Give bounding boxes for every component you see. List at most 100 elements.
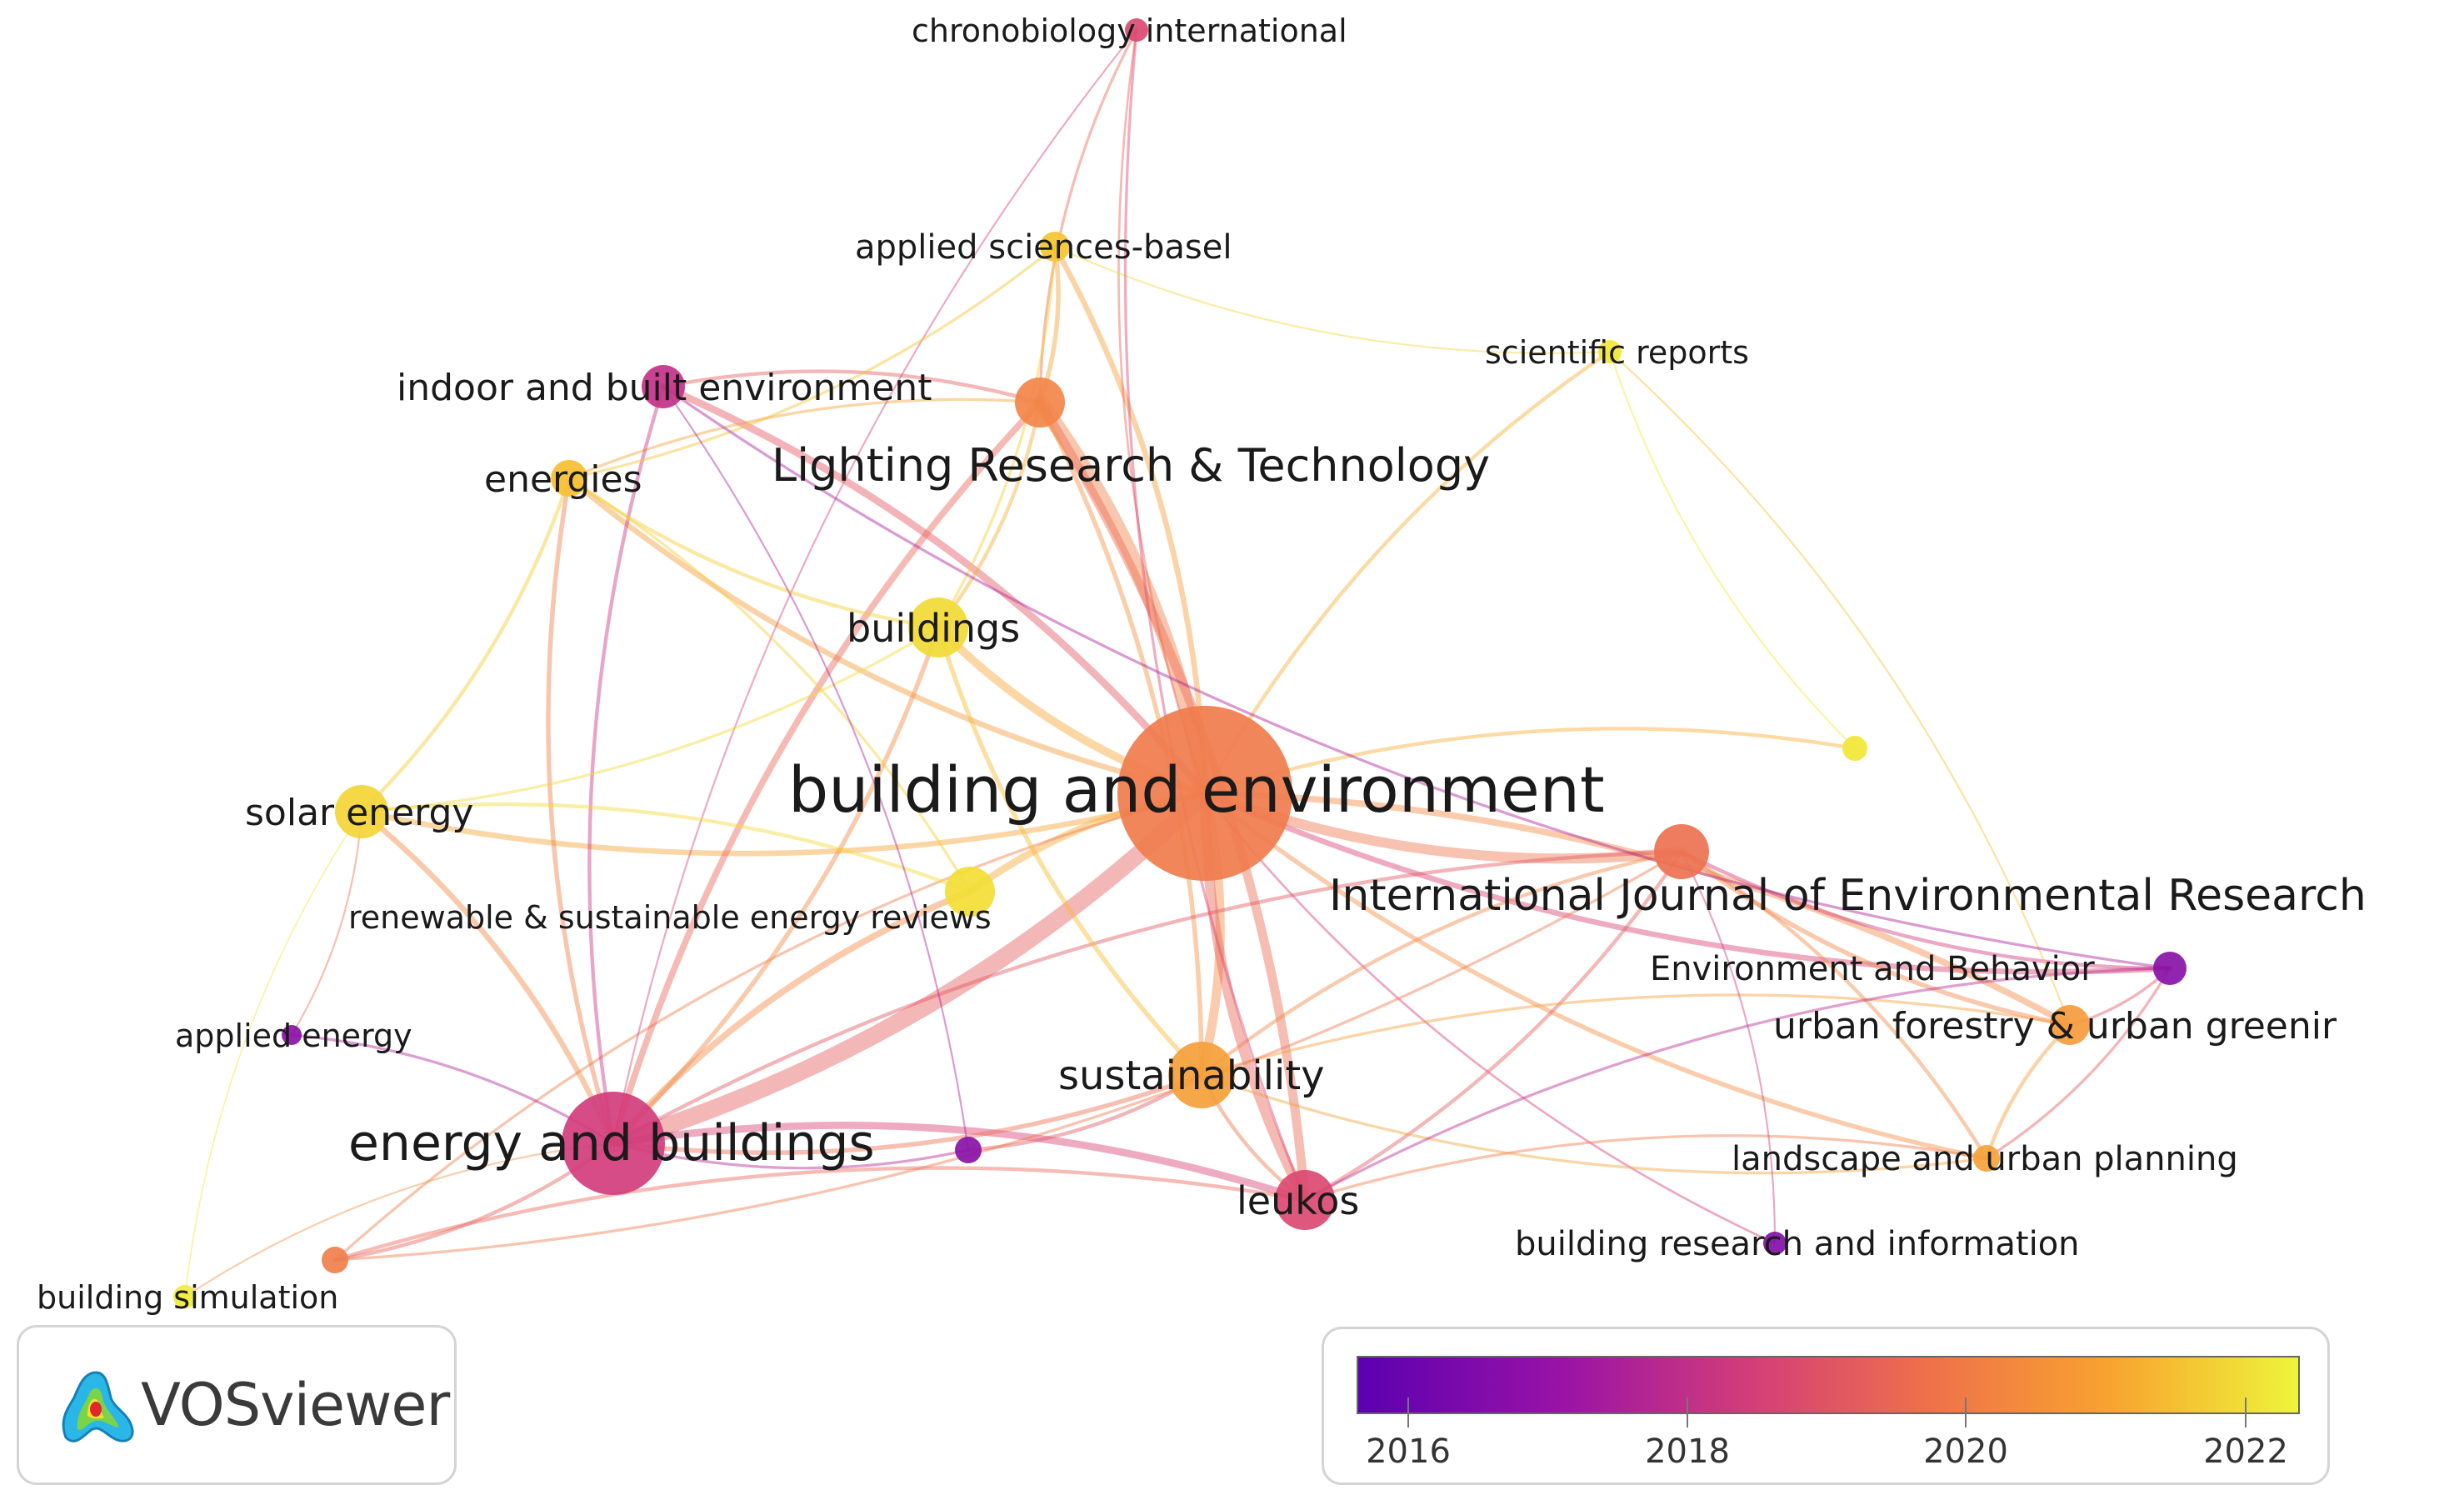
label-urban-forestry-urban-greening: urban forestry & urban greenir [1773,1005,2337,1048]
vosviewer-logo-icon [62,1371,134,1442]
label-chronobiology-international: chronobiology international [912,12,1347,49]
edge-building-and-environment-energies [566,475,1208,797]
edge-building-and-environment-urban-forestry-urban-greening [1202,790,2073,1028]
edge-building-and-environment-energy-and-buildings [604,784,1214,1152]
node-unlabeled-purple[interactable] [955,1137,982,1163]
node-renewable-sustainable-energy-reviews[interactable] [945,867,995,917]
edge-energies-applied-sciences-basel [567,245,1057,480]
edge-environment-and-behavior-landscape-and-urban-planning [1985,967,2172,1160]
edge-energy-and-buildings-renewable-sustainable-energy-reviews [610,888,973,1147]
vosviewer-logo: VOSviewer [17,1325,457,1485]
edge-energies-renewable-sustainable-energy-reviews [567,477,972,893]
edge-building-simulation-solar-energy [184,811,362,1298]
edge-energy-and-buildings-indoor-and-built-environment [587,384,666,1146]
legend-tick-label-2016: 2016 [1366,1432,1451,1471]
label-energy-and-buildings: energy and buildings [348,1114,875,1172]
edge-scientific-reports-urban-forestry-urban-greening [1608,350,2072,1027]
edge-energy-and-buildings-sustainability [611,1072,1204,1156]
edge-energy-and-buildings-buildings [611,625,941,1146]
edge-building-and-environment-building-research-and-information [1203,792,1777,1245]
edge-solar-energy-buildings [360,626,940,813]
node-unlabeled-orange[interactable] [322,1247,348,1273]
legend-colorbar [1357,1356,2300,1414]
edge-building-and-environment-scientific-reports [1202,349,1612,796]
node-chronobiology-international[interactable] [1125,18,1148,42]
edge-international-journal-of-environmental-research-urban-forestry-urban-greening [1679,849,2072,1028]
edge-energy-and-buildings-building-simulation [183,1142,615,1298]
edge-building-and-environment-landscape-and-urban-planning [1202,791,1989,1161]
edge-environment-and-behavior-leukos [1303,967,2172,1202]
node-unlabeled-yellow[interactable] [1842,736,1867,761]
edge-energy-and-buildings-leukos [609,1122,1309,1204]
edge-international-journal-of-environmental-research-landscape-and-urban-planning [1679,849,1989,1161]
node-energy-and-buildings[interactable] [562,1092,665,1195]
node-applied-sciences-basel[interactable] [1040,232,1070,262]
edge-applied-sciences-basel-buildings [937,245,1057,629]
edge-building-research-and-information-international-journal-of-environmental-research [1680,850,1777,1245]
edge-sustainability-buildings [936,625,1204,1078]
edge-international-journal-of-environmental-research-sustainability [1199,849,1684,1078]
edge-lighting-research-technology-energies [567,398,1042,480]
node-lighting-research-technology[interactable] [1015,378,1065,428]
label-layer: building and environment Lighting Researc… [37,12,2367,1316]
label-buildings: buildings [847,606,1020,651]
legend-tick-label-2018: 2018 [1645,1432,1730,1471]
node-buildings[interactable] [908,598,968,658]
node-energies[interactable] [551,460,587,497]
edge-building-and-environment-indoor-and-built-environment [659,382,1209,798]
edge-layer [183,28,2173,1298]
edge-lighting-research-technology-chronobiology-international [1038,28,1138,404]
edge-solar-energy-applied-energy [290,810,363,1037]
edge-lighting-research-technology-indoor-and-built-environment [661,369,1042,405]
node-building-and-environment[interactable] [1117,706,1292,881]
edge-solar-energy-energies [359,476,572,814]
label-energies: energies [484,458,642,501]
edge-building-and-environment-environment-and-behavior [1202,790,2173,975]
edge-indoor-and-built-environment-environment-and-behavior [662,385,2172,970]
label-leukos: leukos [1237,1178,1359,1223]
node-environment-and-behavior[interactable] [2153,952,2187,985]
label-renewable-sustainable-energy-reviews: renewable & sustainable energy reviews [348,899,992,936]
edge-energy-and-buildings-energies [546,476,616,1146]
label-building-and-environment: building and environment [788,752,1605,827]
legend-tick-label-2022: 2022 [2203,1432,2288,1471]
edge-energies-buildings [567,476,941,630]
edge-building-and-environment-chronobiology-international [1117,28,1207,795]
label-building-simulation: building simulation [37,1279,338,1316]
edge-lighting-research-technology-energy-and-buildings [610,399,1043,1147]
node-international-journal-of-environmental-research[interactable] [1654,824,1709,879]
node-indoor-and-built-environment[interactable] [642,365,685,408]
node-scientific-reports[interactable] [1598,340,1622,363]
node-building-research-and-information[interactable] [1763,1232,1787,1255]
edge-solar-energy-renewable-sustainable-energy-reviews [359,802,972,894]
node-landscape-and-urban-planning[interactable] [1973,1145,2000,1172]
node-building-simulation[interactable] [173,1285,197,1308]
node-solar-energy[interactable] [335,785,388,838]
node-urban-forestry-urban-greening[interactable] [2050,1005,2090,1045]
edge-leukos-unlabeled-orange [332,1166,1307,1262]
edge-applied-sciences-basel-scientific-reports [1053,245,1612,354]
legend-tick-label-2020: 2020 [1923,1432,2008,1471]
edge-sustainability-urban-forestry-urban-greening [1200,993,2072,1077]
edge-building-and-environment-unlabeled-yellow [1202,727,1857,796]
edge-energy-and-buildings-chronobiology-international [612,28,1138,1145]
label-landscape-and-urban-planning: landscape and urban planning [1732,1140,2238,1178]
label-solar-energy: solar energy [245,792,473,834]
label-lighting-research-technology: Lighting Research & Technology [772,439,1490,492]
label-environment-and-behavior: Environment and Behavior [1650,950,2095,988]
edge-sustainability-landscape-and-urban-planning [1200,1073,1988,1175]
edge-energy-and-buildings-international-journal-of-environmental-research [611,849,1684,1146]
node-sustainability[interactable] [1168,1042,1235,1108]
legend-colorbar-svg: 2016 2018 2020 2022 [1357,1356,2300,1471]
label-scientific-reports: scientific reports [1485,334,1749,371]
edge-leukos-chronobiology-international [1123,28,1307,1202]
node-applied-energy[interactable] [282,1025,302,1045]
edge-leukos-landscape-and-urban-planning [1303,1134,1988,1202]
node-leukos[interactable] [1275,1170,1335,1230]
vosviewer-logo-text: VOSviewer [141,1371,450,1439]
edge-scientific-reports-unlabeled-yellow [1608,350,1857,750]
edge-building-and-environment-solar-energy [358,790,1208,857]
label-applied-sciences-basel: applied sciences-basel [855,228,1232,267]
edge-energy-and-buildings-solar-energy [358,808,617,1147]
